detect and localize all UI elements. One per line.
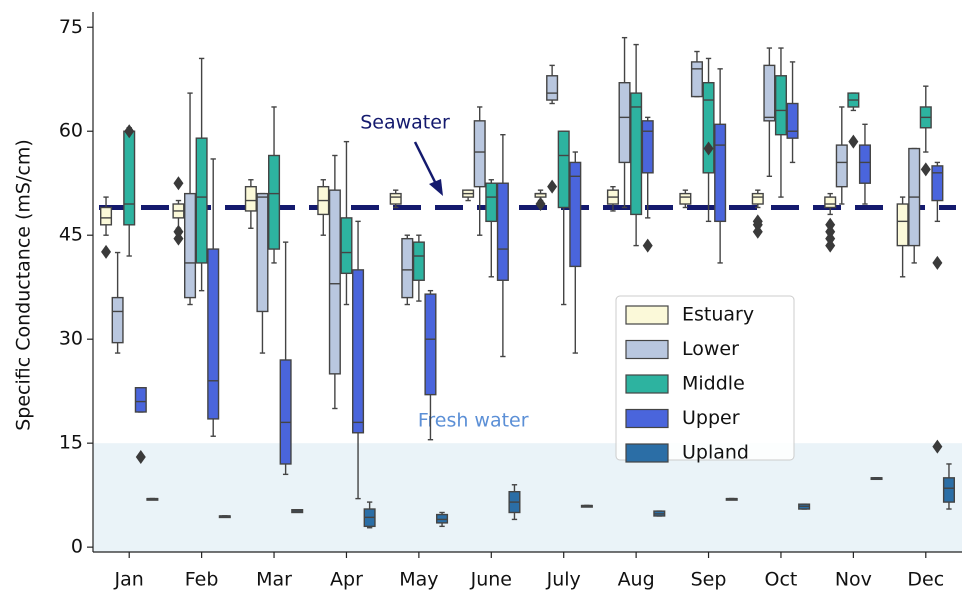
box — [496, 182, 509, 281]
outlier — [135, 450, 146, 465]
y-tick-label: 30 — [59, 328, 83, 350]
x-tick-label: Apr — [330, 569, 363, 591]
x-tick-label: Sep — [691, 569, 727, 591]
y-tick-label: 60 — [59, 120, 83, 142]
x-tick-label: Feb — [185, 569, 219, 591]
legend-label: Upland — [682, 442, 749, 464]
legend-swatch — [625, 374, 669, 394]
box — [763, 64, 776, 122]
outlier — [173, 176, 184, 191]
box — [557, 130, 570, 209]
y-tick-label: 0 — [71, 536, 83, 558]
x-tick-label: Mar — [256, 569, 292, 591]
legend: Estuary Lower Middle Upper Upland — [615, 295, 795, 464]
x-tick-label: Jan — [114, 569, 144, 591]
box — [774, 75, 787, 136]
box — [473, 120, 486, 188]
outlier — [535, 197, 546, 212]
legend-swatch — [625, 443, 669, 463]
box — [340, 217, 353, 275]
outlier — [642, 238, 653, 253]
x-tick-label: May — [399, 569, 438, 591]
legend-swatch — [625, 339, 669, 360]
box — [184, 192, 197, 299]
box — [858, 144, 871, 184]
legend-label: Middle — [682, 373, 745, 395]
box — [279, 359, 292, 465]
box — [835, 144, 848, 188]
box — [896, 203, 909, 247]
box — [134, 387, 147, 413]
box — [268, 154, 281, 250]
outlier — [848, 134, 859, 149]
fresh-water-label: Fresh water — [418, 410, 529, 432]
box — [824, 196, 837, 209]
seawater-arrow — [413, 141, 439, 187]
x-tick-label: Oct — [765, 569, 798, 591]
box — [328, 189, 341, 375]
box — [618, 82, 631, 164]
legend-swatch — [625, 408, 669, 429]
seawater-arrowhead — [429, 179, 443, 196]
box — [412, 241, 425, 281]
box — [641, 120, 654, 174]
outlier — [825, 238, 836, 253]
x-tick-label: Dec — [907, 569, 944, 591]
x-tick-label: June — [470, 569, 512, 591]
box — [195, 137, 208, 264]
y-tick-label: 45 — [59, 224, 83, 246]
box — [751, 192, 764, 205]
legend-label: Estuary — [682, 304, 754, 326]
outlier — [752, 224, 763, 239]
box — [100, 206, 113, 226]
legend-label: Lower — [682, 338, 739, 360]
box — [546, 75, 559, 101]
y-tick-label: 75 — [59, 16, 83, 38]
box — [931, 165, 944, 202]
box — [569, 161, 582, 268]
box — [352, 269, 365, 434]
box — [207, 248, 220, 420]
box — [244, 185, 257, 212]
x-tick-label: July — [546, 569, 581, 591]
outlier — [124, 124, 135, 139]
box — [256, 192, 269, 313]
outlier — [101, 244, 112, 259]
box — [424, 293, 437, 396]
y-axis-label: Specific Conductance (mS/cm) — [13, 139, 35, 431]
box — [111, 296, 124, 344]
box — [401, 237, 414, 299]
outlier — [932, 439, 943, 454]
box — [690, 61, 703, 98]
fresh-water-band — [93, 443, 962, 552]
box — [942, 477, 955, 503]
box — [702, 82, 715, 174]
box — [679, 192, 692, 205]
outlier — [703, 141, 714, 156]
box — [714, 123, 727, 223]
x-tick-label: Nov — [835, 569, 872, 591]
seawater-label: Seawater — [360, 112, 450, 134]
x-tick-label: Aug — [618, 569, 655, 591]
box — [485, 182, 498, 223]
outlier — [920, 162, 931, 177]
box — [123, 130, 136, 226]
box — [389, 192, 402, 205]
y-tick-label: 15 — [59, 432, 83, 454]
box — [630, 92, 643, 216]
legend-swatch — [625, 305, 669, 325]
outlier — [173, 231, 184, 246]
legend-label: Upper — [682, 407, 740, 429]
outlier — [932, 255, 943, 270]
outlier — [547, 179, 558, 194]
box — [786, 102, 799, 139]
